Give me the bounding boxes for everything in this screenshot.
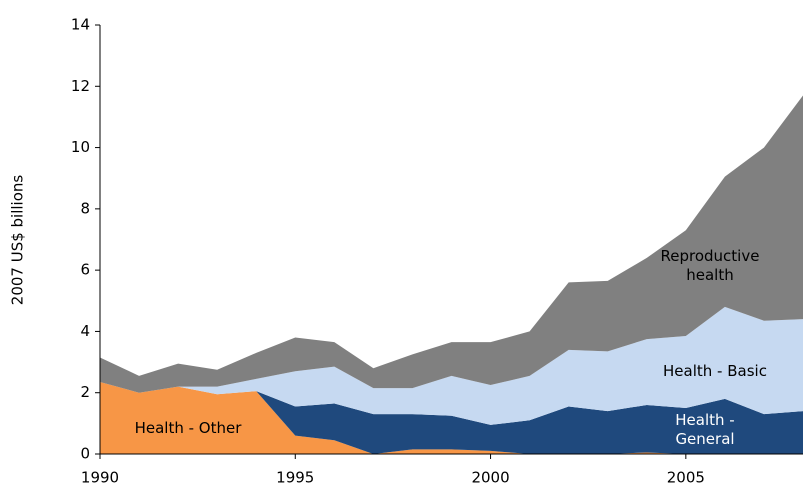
y-tick-label: 8 [80,199,90,217]
area [100,381,803,454]
y-tick-label: 0 [80,445,90,463]
y-tick-label: 6 [80,261,90,279]
area-label: Reproductive health [660,247,760,284]
area [100,381,803,454]
y-tick-label: 10 [71,138,90,156]
x-tick-label: 2000 [471,469,509,487]
y-tick-label: 4 [80,322,90,340]
area [100,306,803,425]
x-tick-label: 1995 [276,469,314,487]
x-tick-label: 2005 [667,469,705,487]
y-axis-label: 2007 US$ billions [9,175,27,306]
area-label: Health - Other [134,419,242,437]
area-label: Health - General [675,411,735,448]
x-tick-label: 1990 [81,469,119,487]
y-tick-label: 2 [80,383,90,401]
y-tick-label: 12 [71,77,90,95]
y-tick-label: 14 [71,16,90,34]
area-label: Health - Basic [663,362,767,380]
area [100,95,803,393]
